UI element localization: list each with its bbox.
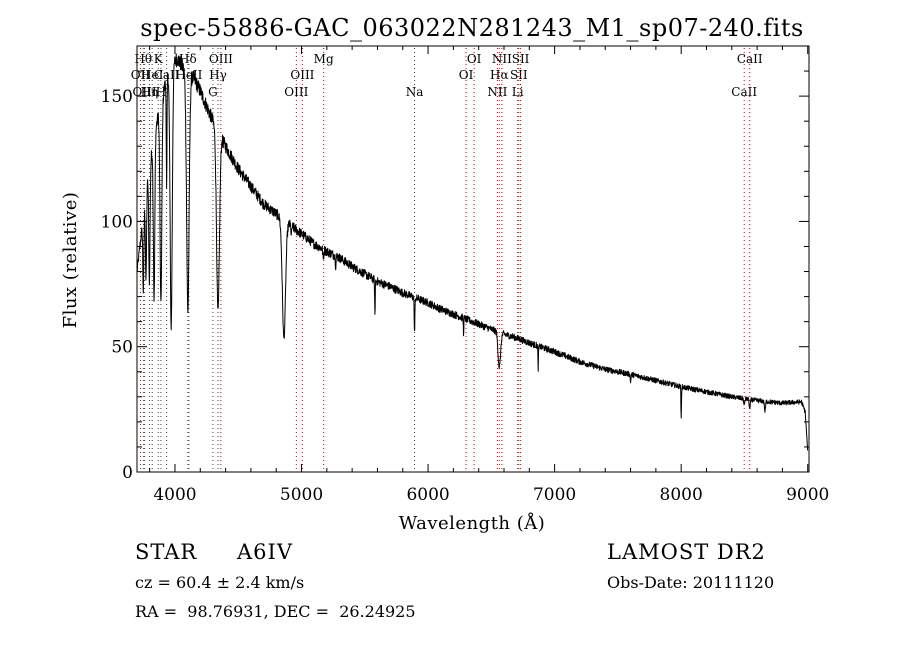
redshift-velocity: cz = 60.4 ± 2.4 km/s xyxy=(135,573,305,592)
line-markers: OIIHθOIIIHηHeIKHCaIIHδHeIIGHγOIIIOIIIOII… xyxy=(131,48,763,472)
marker-label-24: SII xyxy=(512,52,530,66)
marker-label-13: OIII xyxy=(284,85,308,99)
marker-label-25: CaII xyxy=(731,85,757,99)
axis-ticks: 4000 5000 6000 7000 8000 9000 0 50 100 150 xyxy=(101,46,829,505)
marker-label-21: NII xyxy=(492,52,512,66)
y-tick-label-0: 0 xyxy=(122,463,133,483)
marker-label-20: Hα xyxy=(490,68,509,82)
marker-label-14: OIII xyxy=(290,68,314,82)
marker-label-12: OIII xyxy=(209,52,233,66)
marker-label-15: Mg xyxy=(314,52,334,66)
x-tick-label-0: 4000 xyxy=(153,485,196,505)
marker-label-2: OIII xyxy=(133,85,157,99)
y-tick-label-3: 150 xyxy=(101,87,133,107)
marker-label-5: K xyxy=(154,52,164,66)
marker-label-4: HeI xyxy=(141,68,164,82)
sky-coordinates: RA = 98.76931, DEC = 26.24925 xyxy=(135,602,416,621)
y-tick-label-2: 100 xyxy=(101,212,133,232)
y-axis-label: Flux (relative) xyxy=(60,192,81,329)
x-tick-label-1: 5000 xyxy=(280,485,323,505)
y-tick-label-1: 50 xyxy=(111,338,133,358)
object-class: STAR xyxy=(135,540,198,564)
spectral-subclass: A6IV xyxy=(237,540,293,564)
marker-label-0: OII xyxy=(131,68,151,82)
x-tick-label-5: 9000 xyxy=(786,485,829,505)
observation-date: Obs-Date: 20111120 xyxy=(607,573,775,592)
marker-label-1: Hθ xyxy=(134,52,152,66)
marker-label-9: HeII xyxy=(175,68,202,82)
x-tick-label-3: 7000 xyxy=(533,485,576,505)
marker-label-16: Na xyxy=(406,85,424,99)
marker-label-18: OI xyxy=(467,52,482,66)
survey-name: LAMOST DR2 xyxy=(607,540,766,564)
marker-label-8: Hδ xyxy=(179,52,197,66)
chart-title: spec-55886-GAC_063022N281243_M1_sp07-240… xyxy=(140,14,804,42)
marker-label-11: Hγ xyxy=(209,68,227,82)
x-axis-label: Wavelength (Å) xyxy=(399,512,546,534)
marker-label-3: Hη xyxy=(141,85,159,99)
flux-line xyxy=(136,53,809,451)
marker-label-10: G xyxy=(208,85,218,99)
plot-frame xyxy=(136,45,810,473)
marker-label-23: SII xyxy=(510,68,528,82)
marker-label-26: CaII xyxy=(737,52,763,66)
x-tick-label-4: 8000 xyxy=(660,485,703,505)
marker-label-17: OI xyxy=(459,68,474,82)
x-tick-label-2: 6000 xyxy=(406,485,449,505)
spectrum-series xyxy=(136,53,809,451)
marker-label-19: NII xyxy=(487,85,507,99)
marker-label-22: Li xyxy=(512,85,524,99)
marker-label-6: H xyxy=(156,85,166,99)
